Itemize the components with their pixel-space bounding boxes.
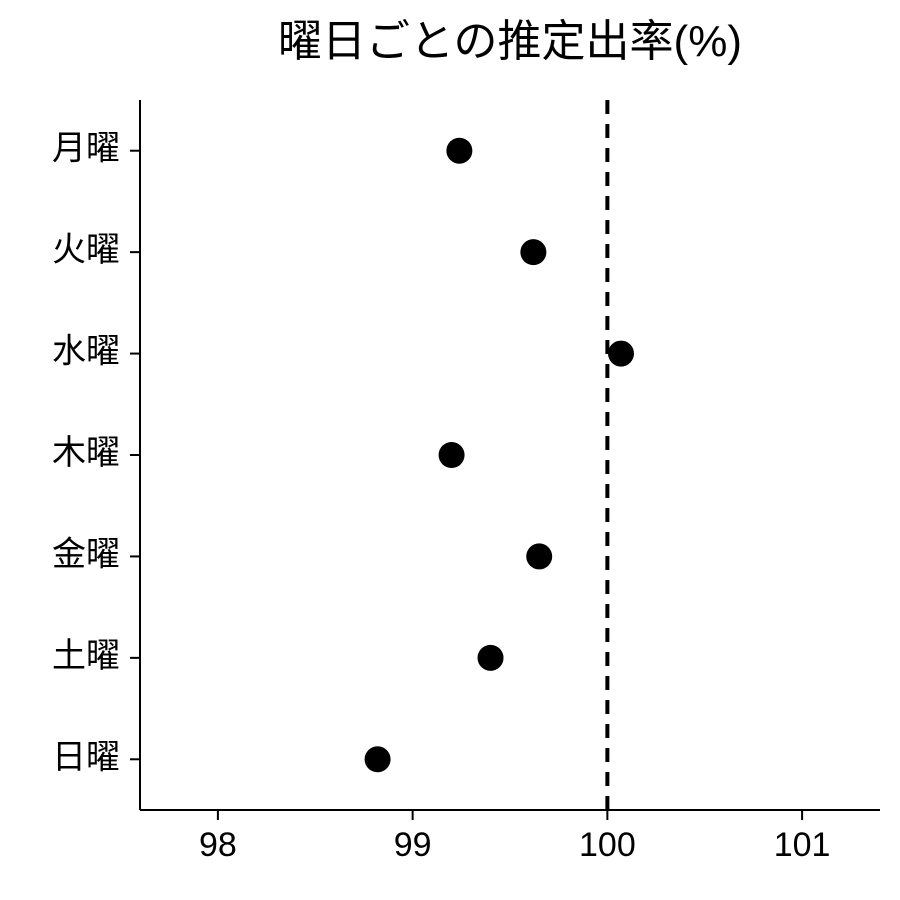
data-point: 100.07: [608, 341, 634, 367]
data-point: 99.4: [478, 645, 504, 671]
y-tick-label: 土曜: [52, 637, 120, 675]
y-tick-label: 月曜: [52, 130, 120, 168]
x-tick-label: 98: [199, 826, 237, 864]
y-tick-label: 木曜: [52, 434, 120, 472]
data-point: 99.65: [526, 543, 552, 569]
data-point: 99.24: [446, 138, 472, 164]
chart-container: 曜日ごとの推定出率(%) 99.24 99.62 100.07 99.2 99.65 99.…: [0, 0, 900, 900]
y-tick-label: 金曜: [52, 535, 120, 573]
x-tick-label: 99: [394, 826, 432, 864]
x-tick-label: 101: [774, 826, 831, 864]
y-tick-label: 水曜: [52, 333, 120, 371]
data-point: 99.2: [439, 442, 465, 468]
y-tick-label: 日曜: [52, 738, 120, 776]
dot-chart: 曜日ごとの推定出率(%) 99.24 99.62 100.07 99.2 99.65 99.…: [0, 0, 900, 900]
data-point: 98.82: [365, 746, 391, 772]
x-tick-label: 100: [579, 826, 636, 864]
y-tick-label: 火曜: [52, 231, 120, 269]
data-point: 99.62: [520, 239, 546, 265]
chart-title: 曜日ごとの推定出率(%): [278, 17, 742, 66]
